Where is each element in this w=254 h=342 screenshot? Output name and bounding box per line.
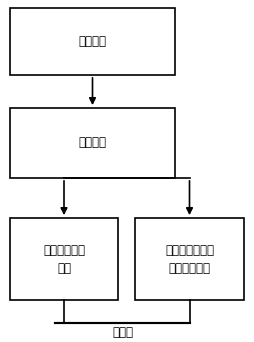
Text: 线圈负载: 线圈负载 xyxy=(78,136,106,149)
Text: 线圈负载驱动
模块: 线圈负载驱动 模块 xyxy=(43,244,85,275)
Text: 电源地: 电源地 xyxy=(112,327,133,340)
Text: 线圈余能快速纯
热能释放模块: 线圈余能快速纯 热能释放模块 xyxy=(165,244,214,275)
Bar xyxy=(135,218,244,300)
Bar xyxy=(10,108,175,178)
Bar xyxy=(10,8,175,75)
Bar xyxy=(10,218,118,300)
Text: 供电电源: 供电电源 xyxy=(78,35,106,48)
